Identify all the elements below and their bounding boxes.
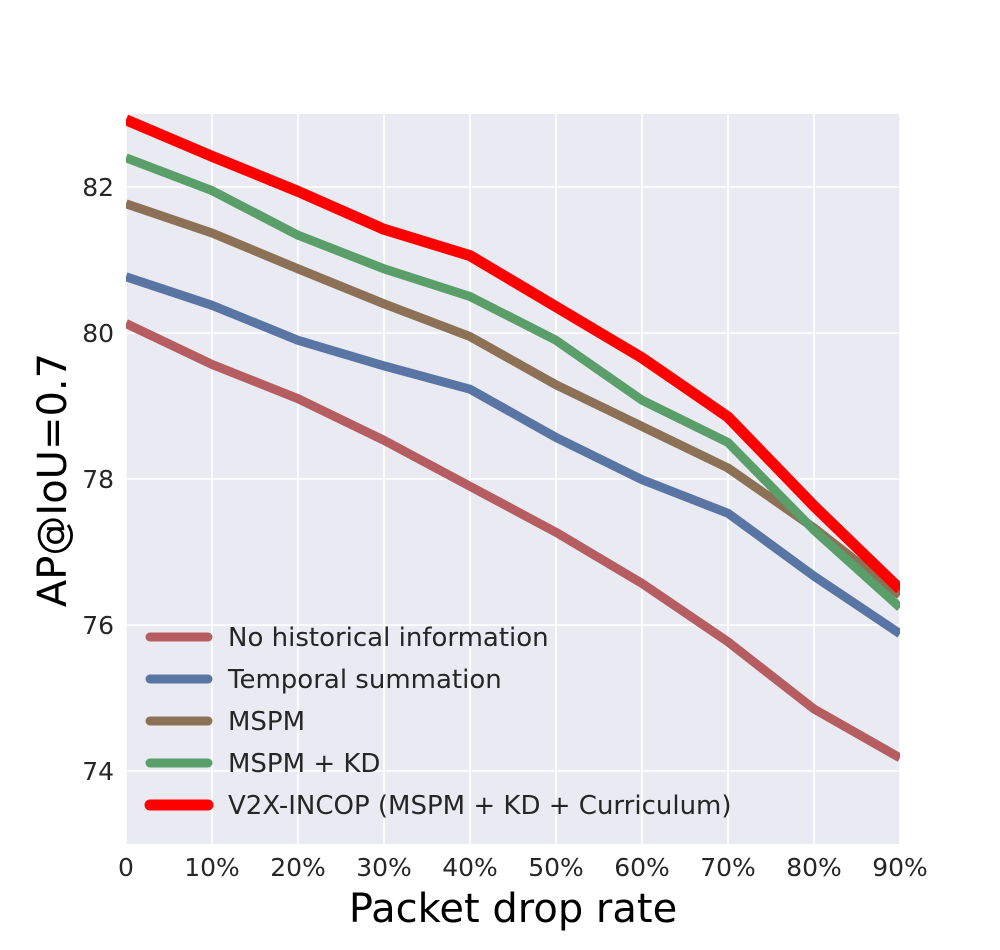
- x-tick-label: 80%: [786, 853, 842, 882]
- x-axis-title: Packet drop rate: [349, 886, 677, 932]
- series-line-0: [126, 319, 900, 762]
- legend-label-1: Temporal summation: [227, 665, 502, 695]
- legend-label-2: MSPM: [228, 707, 305, 737]
- x-tick-label: 50%: [528, 853, 584, 882]
- legend-label-4: V2X-INCOP (MSPM + KD + Curriculum): [228, 791, 732, 821]
- x-tick-label: 70%: [700, 853, 756, 882]
- legend: No historical information Temporal summat…: [144, 623, 732, 821]
- x-tick-label: 10%: [184, 853, 240, 882]
- y-axis-title: AP@IoU=0.7: [30, 353, 76, 607]
- y-tick-label: 78: [82, 465, 114, 494]
- series-line-1: [126, 272, 900, 638]
- legend-label-0: No historical information: [228, 623, 549, 653]
- series-line-3: [126, 153, 900, 611]
- series-line-4: [126, 114, 900, 594]
- x-tick-label: 40%: [442, 853, 498, 882]
- x-tick-label: 60%: [614, 853, 670, 882]
- data-lines: [126, 114, 900, 762]
- y-tick-label: 76: [82, 611, 114, 640]
- legend-label-3: MSPM + KD: [228, 749, 380, 779]
- x-tick-label: 0: [118, 853, 134, 882]
- x-tick-label: 30%: [356, 853, 412, 882]
- x-tick-label: 90%: [872, 853, 928, 882]
- y-tick-labels: 74 76 78 80 82: [82, 173, 114, 786]
- series-line-2: [126, 199, 900, 599]
- y-tick-label: 80: [82, 319, 114, 348]
- x-tick-labels: 0 10% 20% 30% 40% 50% 60% 70% 80% 90%: [118, 853, 928, 882]
- x-tick-label: 20%: [270, 853, 326, 882]
- y-tick-label: 74: [82, 757, 114, 786]
- y-tick-label: 82: [82, 173, 114, 202]
